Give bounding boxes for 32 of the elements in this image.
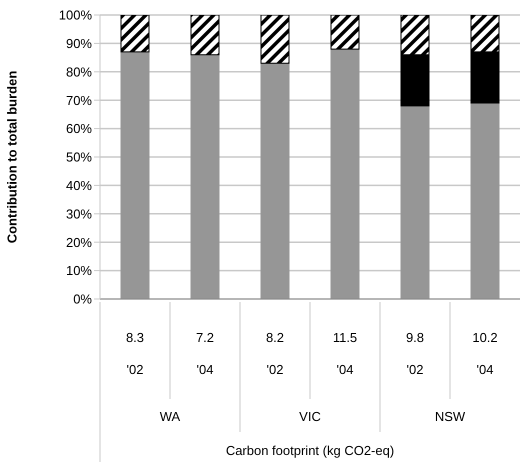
bar [190,15,220,56]
y-tick-label: 90% [66,36,92,52]
category-label: 8.3 '02 [126,330,144,377]
text: WA [160,409,181,424]
y-tick-label: 80% [66,64,92,80]
text: Carbon footprint (kg CO2-eq) [226,443,394,458]
text: VIC [299,409,321,424]
bar [260,62,290,299]
y-tick-label: 10% [66,263,92,278]
y-tick-label: 60% [66,121,92,136]
bar [330,15,360,50]
bar [260,15,290,64]
y-tick-label: 0% [73,292,92,307]
category-label: 7.2 '04 [196,330,214,377]
bar [190,54,220,299]
y-tick-label: 50% [66,150,92,165]
y-tick-label: 30% [66,206,92,222]
y-tick-label: 20% [66,234,92,250]
y-tick-label: 100% [58,8,92,23]
category-label: 8.2 '02 [266,330,284,377]
bar [400,105,430,299]
y-tick-label: 70% [66,92,92,108]
y-axis-title: Contribution to total burden [4,70,20,244]
category-label: 10.2 '04 [472,330,498,377]
y-tick-label: 40% [66,178,92,194]
bar [120,15,150,52]
bar [120,51,150,299]
text: NSW [434,409,466,424]
category-label: 11.5 '04 [332,330,358,377]
bar [330,48,360,299]
category-label: 9.8 '02 [406,330,424,377]
bar [470,102,500,299]
